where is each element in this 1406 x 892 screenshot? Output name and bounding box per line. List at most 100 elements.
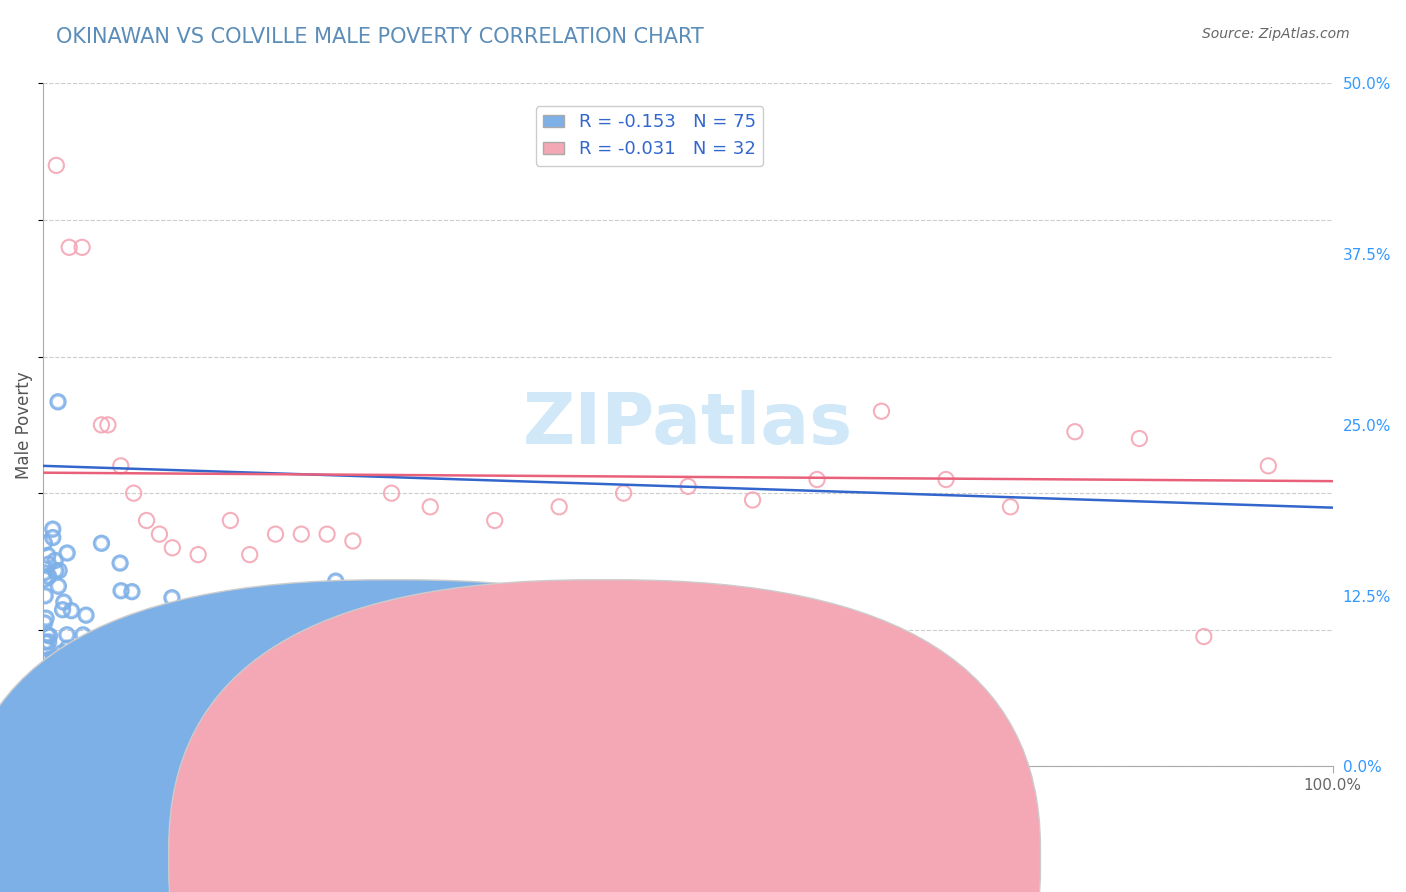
Point bbox=[56, 628, 79, 642]
Point bbox=[56, 641, 79, 656]
Point bbox=[120, 619, 142, 633]
Point bbox=[239, 548, 262, 562]
Point bbox=[222, 698, 245, 713]
Point bbox=[37, 549, 59, 563]
Point bbox=[56, 641, 79, 656]
Point bbox=[346, 726, 368, 740]
Point bbox=[98, 747, 121, 762]
Point bbox=[35, 640, 58, 655]
Point bbox=[935, 473, 957, 487]
Point bbox=[79, 701, 101, 715]
Point bbox=[37, 726, 59, 740]
Point bbox=[613, 486, 636, 500]
Legend: R = -0.153   N = 75, R = -0.031   N = 32: R = -0.153 N = 75, R = -0.031 N = 32 bbox=[536, 106, 763, 166]
Point bbox=[44, 564, 66, 578]
Point bbox=[51, 646, 73, 660]
Point bbox=[56, 654, 79, 668]
Point bbox=[34, 635, 56, 649]
Point bbox=[84, 659, 107, 673]
Point bbox=[41, 687, 63, 701]
Point bbox=[42, 531, 65, 545]
Point bbox=[41, 721, 63, 735]
Point bbox=[34, 572, 56, 586]
Point bbox=[98, 688, 121, 702]
Point bbox=[60, 604, 83, 618]
Point bbox=[52, 603, 75, 617]
Point bbox=[121, 584, 143, 599]
Point bbox=[360, 582, 382, 596]
Point bbox=[38, 635, 60, 649]
Point bbox=[1064, 425, 1087, 439]
Point bbox=[70, 759, 93, 773]
Point bbox=[271, 690, 294, 705]
Point bbox=[806, 473, 828, 487]
Point bbox=[1257, 458, 1279, 473]
Point bbox=[34, 589, 56, 603]
Point bbox=[94, 653, 117, 667]
Point bbox=[1128, 432, 1150, 446]
Point bbox=[51, 728, 73, 742]
Point bbox=[135, 514, 157, 528]
Point bbox=[46, 394, 69, 409]
Point bbox=[41, 721, 63, 735]
Point bbox=[42, 522, 65, 536]
Point bbox=[184, 647, 207, 661]
Point bbox=[32, 566, 55, 580]
Point bbox=[51, 728, 73, 742]
Point bbox=[72, 628, 94, 642]
Point bbox=[380, 486, 402, 500]
Point bbox=[56, 669, 79, 683]
Point bbox=[35, 697, 58, 711]
Point bbox=[346, 726, 368, 740]
Point bbox=[676, 479, 699, 493]
Point bbox=[56, 546, 79, 560]
Point bbox=[212, 669, 235, 683]
Point bbox=[419, 500, 441, 514]
Point bbox=[364, 644, 387, 658]
Point bbox=[122, 623, 145, 637]
Point bbox=[122, 486, 145, 500]
Point bbox=[62, 648, 84, 663]
Point bbox=[160, 591, 183, 605]
Point bbox=[38, 660, 60, 674]
Point bbox=[342, 533, 364, 548]
Point bbox=[44, 553, 66, 567]
Point bbox=[187, 548, 209, 562]
Y-axis label: Male Poverty: Male Poverty bbox=[15, 371, 32, 479]
Point bbox=[34, 615, 56, 630]
Point bbox=[51, 646, 73, 660]
Point bbox=[142, 617, 165, 632]
Point bbox=[48, 564, 70, 578]
Point bbox=[98, 688, 121, 702]
Point bbox=[37, 653, 59, 667]
Point bbox=[37, 726, 59, 740]
Point bbox=[63, 690, 86, 704]
Point bbox=[364, 644, 387, 658]
Point bbox=[548, 500, 571, 514]
Point bbox=[104, 698, 127, 713]
Point bbox=[104, 698, 127, 713]
Point bbox=[415, 759, 437, 773]
Point bbox=[37, 653, 59, 667]
Point bbox=[360, 582, 382, 596]
Point bbox=[122, 623, 145, 637]
Point bbox=[222, 698, 245, 713]
Point bbox=[48, 564, 70, 578]
Point bbox=[122, 617, 145, 632]
Point bbox=[79, 701, 101, 715]
Point bbox=[35, 611, 58, 625]
Point bbox=[38, 660, 60, 674]
Point bbox=[55, 681, 77, 695]
Point bbox=[35, 697, 58, 711]
Point bbox=[49, 650, 72, 665]
Point bbox=[148, 527, 170, 541]
Point bbox=[34, 536, 56, 550]
Point bbox=[38, 557, 60, 571]
Point bbox=[120, 619, 142, 633]
Point bbox=[46, 394, 69, 409]
Point bbox=[84, 659, 107, 673]
Point bbox=[38, 569, 60, 583]
Point bbox=[56, 628, 79, 642]
Point bbox=[70, 240, 93, 254]
Point bbox=[44, 553, 66, 567]
